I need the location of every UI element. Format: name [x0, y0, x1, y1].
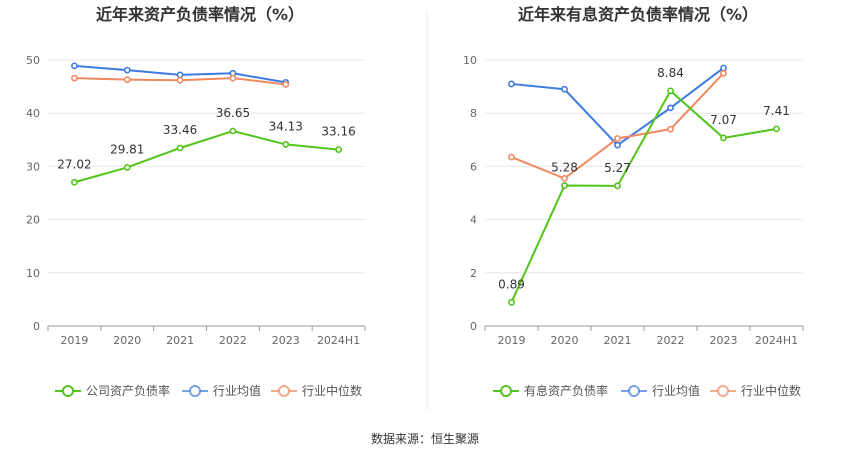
data-point-company: [508, 298, 515, 306]
y-tick-label: 4: [470, 214, 477, 227]
y-tick-label: 6: [470, 160, 477, 173]
y-tick-label: 10: [26, 267, 40, 280]
data-point-industry-median: [508, 153, 515, 161]
legend-label-company: 公司资产负债率: [86, 383, 170, 398]
legend-label-industry-median: 行业中位数: [741, 383, 801, 398]
y-tick-label: 40: [26, 107, 40, 120]
data-point-industry-median: [614, 135, 621, 142]
x-tick-label: 2024H1: [317, 334, 360, 347]
data-label: 7.07: [710, 113, 737, 127]
data-point-company: [335, 146, 342, 153]
x-tick-label: 2023: [710, 334, 738, 347]
chart-title: 近年来有息资产负债率情况（%）: [518, 5, 758, 24]
data-point-company: [614, 182, 621, 190]
x-tick-label: 2019: [60, 334, 88, 347]
legend-marker-company: [62, 385, 74, 397]
data-point-company: [720, 134, 727, 142]
data-label: 33.46: [163, 123, 197, 137]
data-point-company: [773, 125, 780, 133]
x-tick-label: 2020: [551, 334, 579, 347]
series-line-company: [74, 129, 339, 184]
x-tick-label: 2024H1: [755, 334, 798, 347]
legend-label-industry-median: 行业中位数: [302, 383, 362, 398]
legend-marker-industry-median: [717, 385, 729, 397]
x-tick-label: 2020: [113, 334, 141, 347]
legend-marker-industry-median: [278, 385, 290, 397]
data-label: 34.13: [269, 119, 303, 133]
data-point-industry-avg: [123, 66, 131, 74]
data-point-industry-median: [176, 76, 184, 84]
data-point-industry-median: [667, 125, 674, 133]
data-label: 33.16: [321, 125, 355, 139]
data-point-company: [667, 87, 674, 95]
data-label: 8.84: [657, 66, 684, 80]
y-tick-label: 0: [470, 320, 477, 333]
y-tick-label: 30: [26, 160, 40, 173]
data-point-industry-avg: [614, 141, 621, 149]
y-tick-label: 2: [470, 267, 477, 280]
legend-marker-industry-avg: [628, 385, 640, 397]
series-line-company: [510, 89, 777, 303]
data-point-industry-median: [123, 76, 131, 84]
data-point-industry-median: [720, 69, 727, 77]
data-point-industry-avg: [720, 64, 727, 72]
y-tick-label: 10: [463, 54, 477, 67]
data-point-industry-median: [282, 81, 290, 88]
data-point-company: [282, 141, 290, 148]
data-point-company: [71, 178, 78, 186]
data-label: 27.02: [57, 157, 91, 171]
legend-marker-industry-avg: [189, 385, 201, 397]
x-tick-label: 2022: [219, 334, 247, 347]
data-point-industry-avg: [176, 71, 184, 79]
data-point-industry-median: [71, 74, 78, 82]
data-point-industry-avg: [508, 80, 515, 88]
x-tick-label: 2022: [657, 334, 685, 347]
x-tick-label: 2023: [272, 334, 300, 347]
data-label: 0.89: [498, 277, 525, 291]
data-point-company: [176, 144, 184, 152]
x-tick-label: 2021: [166, 334, 194, 347]
data-point-company: [561, 182, 568, 189]
legend-label-industry-avg: 行业均值: [213, 383, 261, 398]
x-tick-label: 2021: [604, 334, 632, 347]
data-point-industry-median: [561, 174, 568, 182]
chart-debt-ratio: 近年来资产负债率情况（%） 0 10 20 30 40 50 2019 2020 2021 2022…: [26, 5, 366, 398]
source-text: 数据来源：恒生聚源: [371, 431, 479, 446]
data-label: 5.27: [604, 161, 631, 175]
data-label: 5.28: [551, 161, 578, 175]
data-label: 36.65: [216, 106, 250, 120]
data-point-company: [123, 164, 131, 171]
data-label: 29.81: [110, 142, 144, 156]
legend-label-industry-avg: 行业均值: [652, 383, 700, 398]
data-point-industry-avg: [667, 104, 674, 112]
y-tick-label: 50: [26, 54, 40, 67]
data-label: 7.41: [763, 104, 790, 118]
legend-marker-company: [500, 385, 512, 397]
x-tick-label: 2019: [498, 334, 526, 347]
data-point-industry-avg: [71, 62, 78, 70]
chart-title: 近年来资产负债率情况（%）: [96, 5, 304, 24]
chart-interest-debt-ratio: 近年来有息资产负债率情况（%） 0 2 4 6 8 10 2019 2020 2021 2022 20…: [463, 5, 804, 398]
data-point-industry-avg: [561, 85, 568, 93]
y-tick-label: 8: [470, 107, 477, 120]
data-point-industry-median: [229, 74, 237, 82]
data-point-company: [229, 127, 237, 135]
y-tick-label: 0: [33, 320, 40, 333]
y-tick-label: 20: [26, 214, 40, 227]
legend-label-company: 有息资产负债率: [524, 383, 608, 398]
